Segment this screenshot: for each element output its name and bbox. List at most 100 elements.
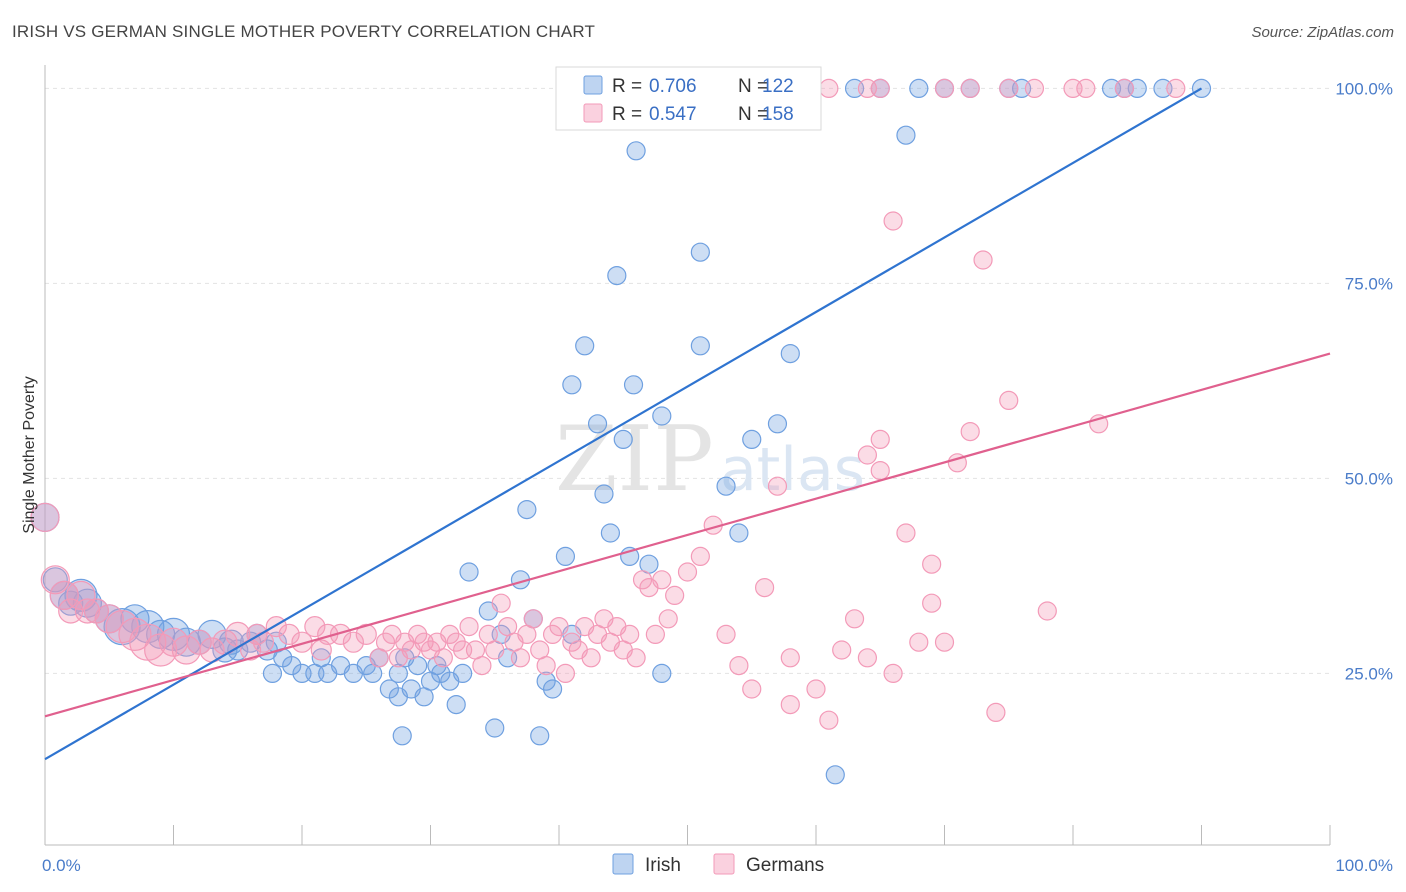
germans-point: [408, 624, 428, 645]
irish-point: [716, 476, 736, 496]
germans-point: [716, 624, 736, 645]
germans-point: [652, 570, 672, 590]
grid-lines: [45, 87, 1330, 674]
bottom-legend-label-germans: Germans: [746, 855, 824, 876]
germans-point: [485, 640, 505, 660]
irish-point: [652, 663, 672, 684]
germans-point: [729, 655, 749, 676]
legend-n-label-irish: N =: [738, 76, 768, 97]
germans-point: [1024, 78, 1045, 99]
irish-point: [453, 663, 473, 684]
irish-point: [446, 694, 466, 715]
germans-point: [844, 609, 865, 629]
legend-swatch-germans: [583, 103, 603, 123]
irish-point: [623, 375, 644, 395]
germans-point: [742, 679, 762, 699]
germans-point: [581, 648, 601, 668]
legend-r-value-germans: 0.547: [649, 104, 697, 125]
irish-point: [729, 523, 749, 543]
irish-point: [575, 336, 595, 356]
irish-point: [536, 671, 556, 691]
germans-point: [665, 585, 685, 606]
irish-point: [896, 125, 916, 145]
irish-point: [414, 687, 434, 707]
germans-point: [459, 616, 479, 637]
germans-point: [857, 445, 878, 465]
irish-point: [600, 523, 621, 543]
germans-point: [999, 78, 1019, 99]
legend-n-label-germans: N =: [738, 104, 768, 125]
germans-point: [510, 648, 531, 668]
germans-point: [934, 78, 955, 99]
bottom-legend-swatch-germans: [713, 853, 735, 875]
legend-box: [555, 66, 822, 131]
germans-point: [986, 702, 1006, 723]
germans-point: [690, 546, 710, 567]
germans-point: [806, 679, 826, 699]
germans-point: [562, 632, 582, 652]
germans-point: [870, 461, 890, 481]
germans-point: [819, 710, 839, 730]
y-tick-label: 50.0%: [1345, 469, 1393, 488]
germans-point: [632, 570, 653, 590]
germans-point: [780, 694, 800, 715]
bottom-legend-label-irish: Irish: [645, 855, 681, 876]
germans-point: [1076, 78, 1096, 99]
irish-point: [42, 567, 68, 593]
irish-point: [909, 78, 929, 99]
germans-point: [472, 655, 492, 676]
irish-point: [555, 546, 576, 567]
germans-point: [870, 429, 890, 449]
germans-point: [780, 648, 800, 668]
germans-point: [542, 624, 563, 645]
trend-lines: [44, 87, 1331, 761]
germans-point: [74, 598, 101, 624]
germans-point: [934, 632, 955, 652]
germans-point: [922, 593, 942, 613]
germans-point: [1114, 78, 1135, 99]
bottom-legend-swatch-irish: [612, 853, 634, 875]
germans-point: [1166, 78, 1186, 99]
germans-point: [40, 565, 70, 595]
germans-point: [832, 640, 852, 660]
germans-point: [310, 639, 332, 661]
germans-point: [355, 623, 377, 646]
germans-point: [446, 632, 466, 652]
germans-point: [883, 211, 903, 231]
irish-point: [530, 726, 550, 746]
legend-r-label-germans: R =: [612, 104, 642, 125]
germans-point: [278, 623, 300, 646]
irish-point: [690, 336, 710, 356]
irish-point: [542, 679, 563, 699]
germans-point: [491, 593, 511, 613]
watermark-atlas: atlas: [720, 435, 865, 505]
legend-r-label-irish: R =: [612, 76, 642, 97]
germans-point: [620, 624, 640, 645]
germans-point: [329, 623, 352, 646]
source-credit: Source: ZipAtlas.com: [1251, 24, 1394, 41]
germans-point: [973, 250, 993, 270]
irish-point: [767, 414, 788, 434]
irish-point: [459, 562, 479, 582]
germans-point: [883, 663, 903, 684]
y-tick-labels: 25.0% 50.0% 75.0% 100.0%: [1335, 79, 1393, 683]
germans-point: [999, 390, 1019, 410]
irish-point: [262, 663, 283, 684]
watermark-zip: ZIP: [555, 407, 714, 512]
germans-point: [30, 502, 60, 533]
y-tick-label: 75.0%: [1345, 274, 1393, 293]
irish-point: [780, 344, 800, 364]
germans-point: [304, 615, 326, 638]
irish-point: [517, 500, 537, 520]
germans-point: [342, 631, 364, 653]
irish-point: [587, 414, 608, 434]
axes: [44, 65, 1331, 846]
legend-r-value-irish: 0.706: [649, 76, 697, 97]
legend-n-value-germans: 158: [762, 104, 794, 125]
germans-point: [49, 580, 79, 611]
germans-point: [857, 648, 878, 668]
germans-point: [523, 609, 543, 629]
irish-point: [626, 141, 646, 161]
germans-point: [896, 523, 916, 543]
germans-point: [536, 655, 556, 676]
